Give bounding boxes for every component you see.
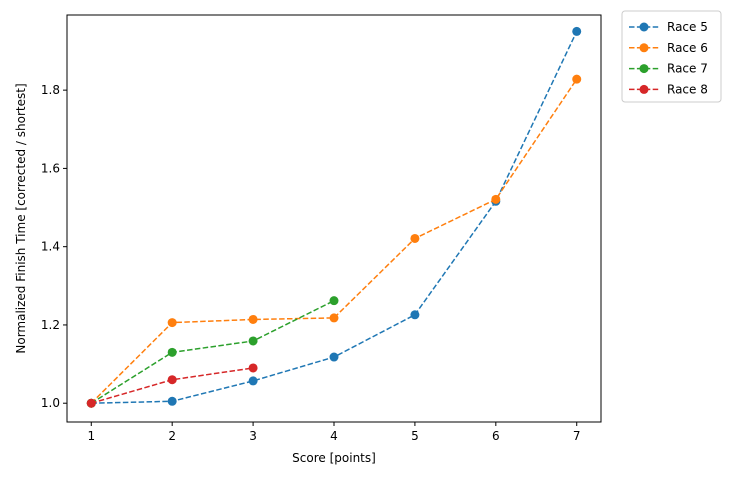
data-point-race-5 [410,310,420,320]
series-race-5 [86,26,582,408]
data-point-race-7 [329,296,339,306]
x-tick-label: 3 [249,429,257,443]
data-point-race-8 [248,363,258,373]
data-point-race-5 [248,376,258,386]
series-race-8 [86,363,258,408]
data-point-race-8 [167,375,177,385]
x-axis-label: Score [points] [292,451,376,465]
legend-swatch-marker [639,43,649,53]
legend-frame [621,10,722,103]
series-line-race-7 [90,300,335,404]
x-tick-label: 1 [87,429,95,443]
legend-item-race-5: Race 5 [629,20,708,34]
data-point-race-5 [167,396,177,406]
legend-swatch-marker [639,64,649,74]
legend-item-race-7: Race 7 [629,62,708,76]
legend-swatch-marker [639,22,649,32]
y-tick-label: 1.0 [41,396,60,410]
data-point-race-5 [572,26,582,36]
data-point-race-6 [410,233,420,243]
data-point-race-6 [491,194,501,204]
x-tick-label: 5 [411,429,419,443]
x-tick-label: 4 [330,429,338,443]
y-tick-label: 1.2 [41,318,60,332]
data-point-race-5 [329,352,339,362]
legend-item-race-8: Race 8 [629,82,708,96]
y-tick-label: 1.8 [41,83,60,97]
x-tick-label: 2 [168,429,176,443]
data-point-race-6 [572,74,582,84]
legend-label: Race 8 [667,82,708,96]
y-axis-label: Normalized Finish Time [corrected / shor… [14,83,28,353]
data-point-race-6 [329,313,339,323]
data-point-race-7 [248,336,258,346]
y-axis-ticks: 1.0 1.2 1.4 1.6 1.8 [41,83,67,410]
y-tick-label: 1.4 [41,240,60,254]
x-tick-label: 6 [492,429,500,443]
legend-label: Race 5 [667,20,708,34]
data-point-race-8 [86,398,96,408]
x-axis-ticks: 1 2 3 4 5 6 7 [87,422,581,443]
y-tick-label: 1.6 [41,161,60,175]
legend-swatch-marker [639,84,649,94]
plot-area [86,26,582,408]
legend: Race 5 Race 6 Race 7 Race 8 [621,10,722,103]
legend-label: Race 7 [667,62,708,76]
data-point-race-6 [167,318,177,328]
data-point-race-7 [167,347,177,357]
legend-label: Race 6 [667,41,708,55]
series-line-race-5 [91,31,578,404]
x-tick-label: 7 [573,429,581,443]
legend-item-race-6: Race 6 [629,41,708,55]
data-point-race-6 [248,314,258,324]
